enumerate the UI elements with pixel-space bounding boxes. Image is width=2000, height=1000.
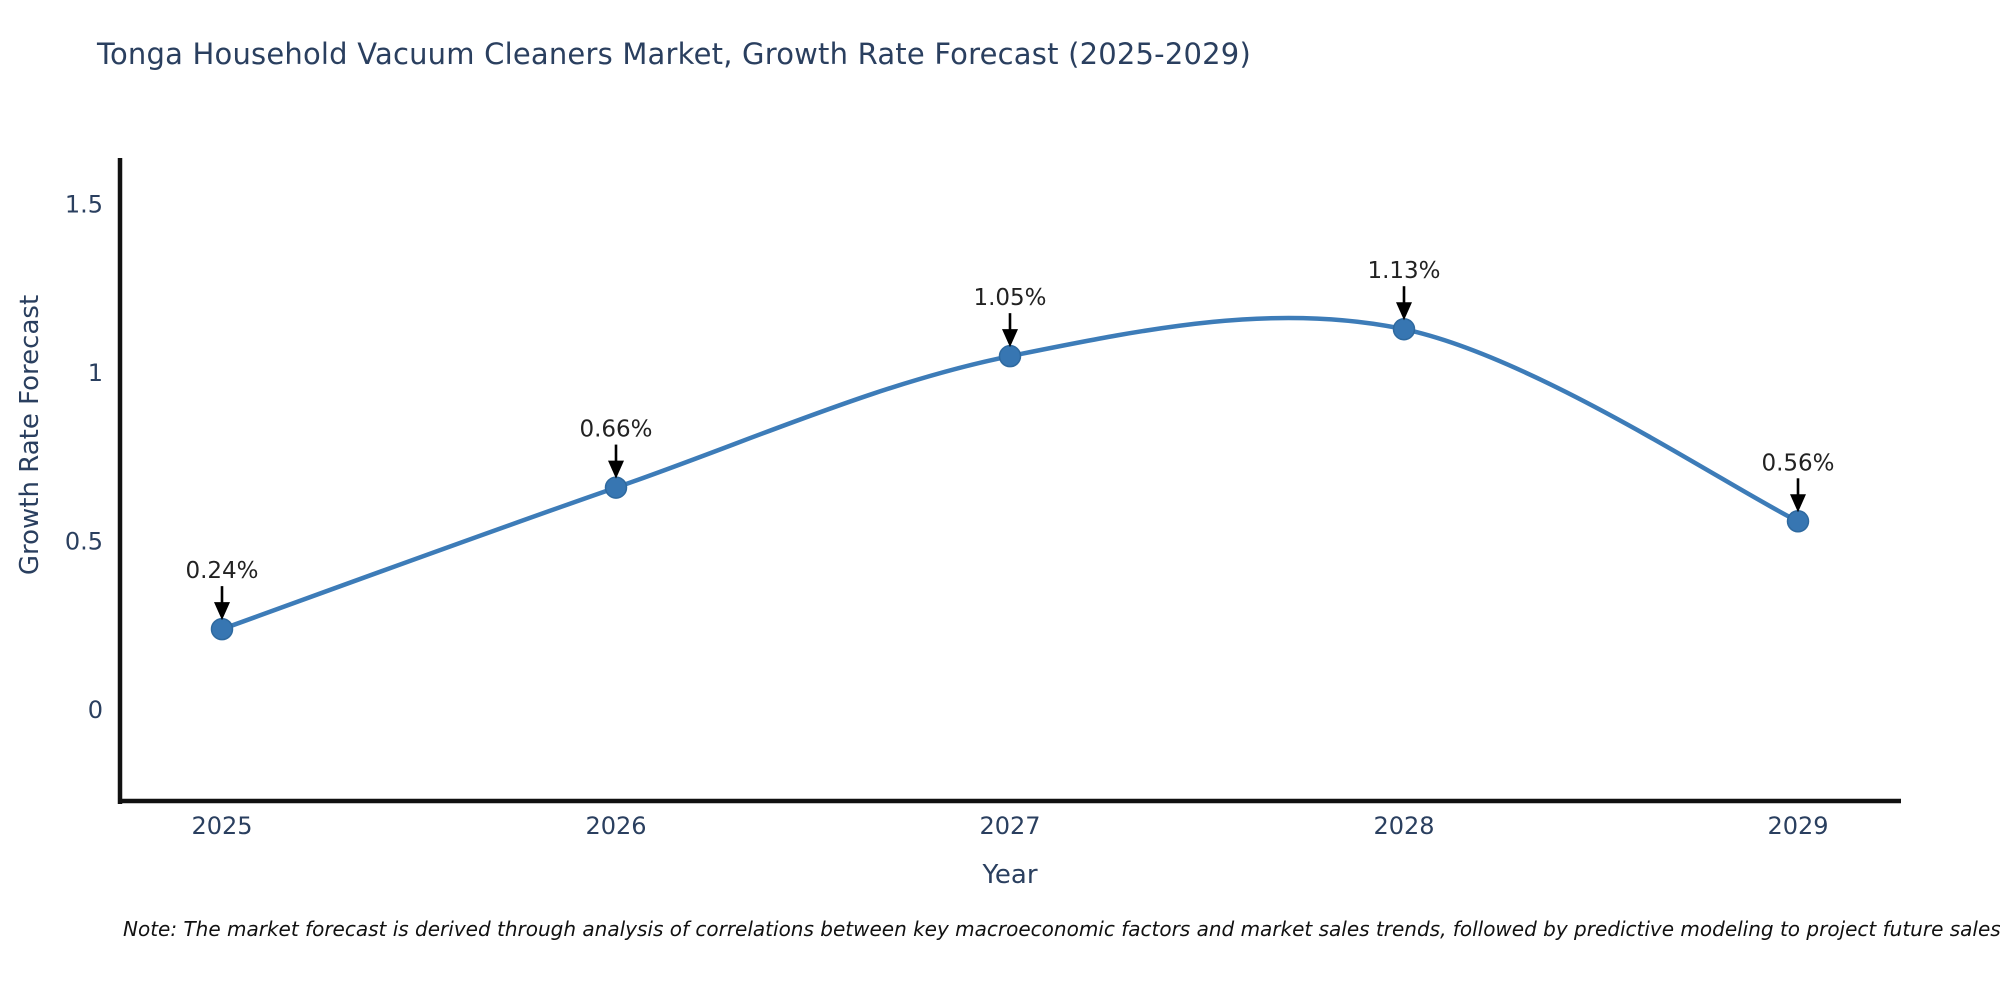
data-point-label: 0.24%	[185, 558, 258, 584]
data-point-marker	[1786, 510, 1810, 533]
annotation-arrow-head	[1396, 302, 1412, 321]
data-point-label: 0.56%	[1761, 450, 1834, 476]
y-tick-label: 0	[88, 696, 103, 724]
x-tick-label: 2027	[979, 812, 1040, 840]
annotation-arrow-head	[608, 460, 624, 479]
annotation-arrow-head	[1002, 329, 1018, 348]
data-point-marker	[210, 617, 234, 641]
y-tick-label: 1.5	[65, 191, 103, 219]
x-tick-label: 2029	[1767, 812, 1828, 840]
data-point-label: 0.66%	[579, 417, 652, 443]
data-point-marker	[604, 476, 628, 499]
y-tick-label: 1	[88, 359, 103, 387]
data-point-label: 1.13%	[1367, 258, 1440, 284]
x-tick-label: 2026	[585, 812, 646, 840]
data-point-label: 1.05%	[973, 285, 1046, 311]
footnote: Note: The market forecast is derived thr…	[123, 917, 2000, 941]
annotation-arrow-head	[1790, 494, 1806, 513]
annotation-arrow-head	[214, 602, 230, 621]
x-tick-label: 2028	[1373, 812, 1434, 840]
x-axis-title: Year	[982, 860, 1038, 890]
data-point-marker	[1392, 317, 1416, 341]
x-tick-label: 2025	[191, 812, 252, 840]
chart-title: Tonga Household Vacuum Cleaners Market, …	[97, 37, 1251, 71]
data-point-marker	[998, 344, 1022, 368]
y-tick-label: 0.5	[65, 528, 103, 556]
